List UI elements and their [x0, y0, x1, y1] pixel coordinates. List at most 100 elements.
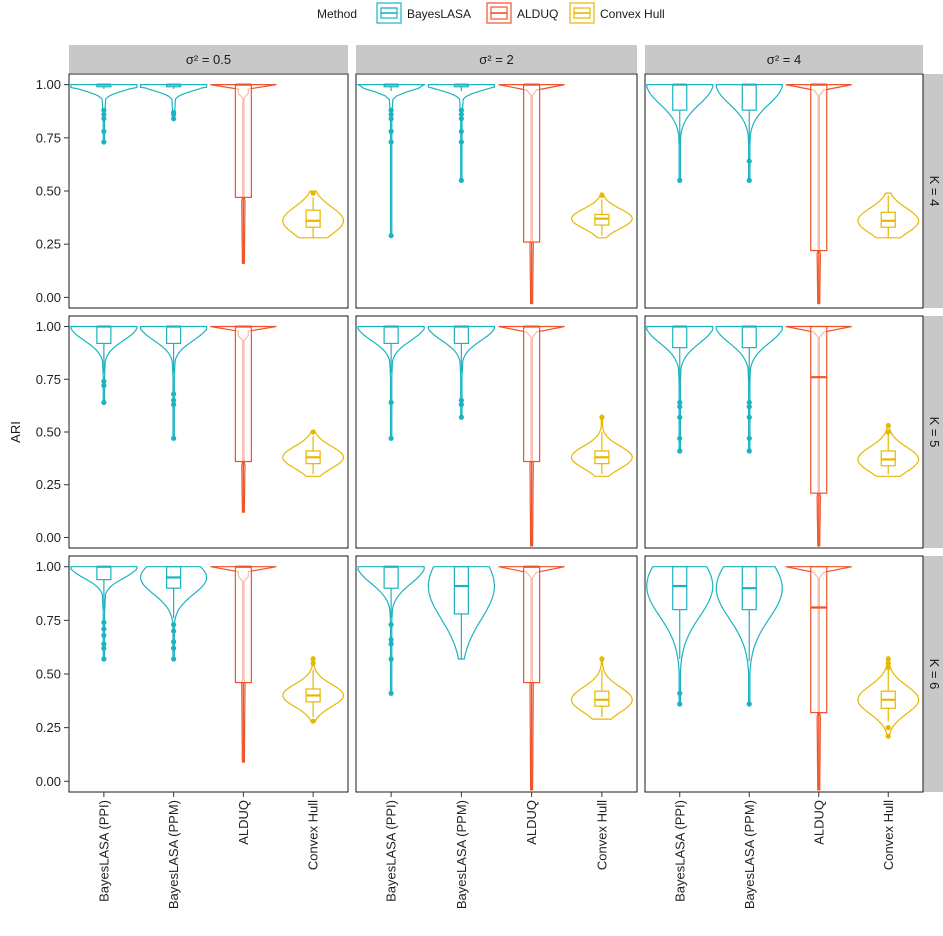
- panel-r3-c1: [68, 555, 349, 793]
- y-axis-row-2: 0.00 0.25 0.50 0.75 1.00: [36, 319, 69, 545]
- box-bayeslasa-ppm: [166, 325, 182, 345]
- outlier-point: [101, 116, 107, 122]
- outlier-point: [388, 637, 394, 643]
- legend-entry-bayeslasa: BayesLASA: [376, 2, 471, 24]
- panel-r2-c2: [355, 315, 638, 549]
- series-convex-hull: [857, 192, 920, 239]
- series-convex-hull: [570, 192, 633, 239]
- x-axis-col-3: BayesLASA (PPI) BayesLASA (PPM) ALDUQ Conve…: [672, 792, 896, 909]
- outlier-point: [310, 660, 316, 666]
- series-bayeslasa-ppm: [427, 325, 495, 420]
- row-strip-3: K = 6: [923, 556, 943, 792]
- y-tick-label: 0.50: [36, 667, 61, 682]
- x-tick-label: Convex Hull: [594, 800, 609, 870]
- violin-bayeslasa-ppi: [70, 84, 138, 143]
- x-tick-label: ALDUQ: [236, 800, 251, 845]
- outlier-point: [746, 399, 752, 406]
- outlier-point: [101, 626, 107, 632]
- series-bayeslasa-ppm: [140, 83, 208, 122]
- box-alduq: [810, 84, 828, 252]
- outlier-point: [101, 399, 107, 406]
- outlier-point: [677, 414, 683, 420]
- outlier-point: [101, 378, 107, 384]
- y-tick-label: 1.00: [36, 77, 61, 92]
- outlier-point: [677, 701, 683, 707]
- outlier-point: [458, 139, 464, 145]
- outlier-point: [101, 128, 107, 135]
- violin-bayeslasa-ppm: [715, 566, 783, 705]
- y-axis-row-3: 0.00 0.25 0.50 0.75 1.00: [36, 559, 69, 789]
- x-tick-label: ALDUQ: [811, 800, 826, 845]
- y-tick-label: 0.00: [36, 530, 61, 545]
- series-alduq: [210, 325, 277, 513]
- y-tick-label: 0.50: [36, 425, 61, 440]
- box-bayeslasa-ppm: [741, 325, 757, 349]
- outlier-point: [101, 632, 107, 638]
- series-bayeslasa-ppi: [646, 83, 714, 183]
- series-bayeslasa-ppm: [427, 83, 495, 183]
- outlier-point: [599, 656, 605, 662]
- outlier-point: [885, 664, 891, 671]
- outlier-point: [310, 656, 316, 662]
- box-alduq: [234, 84, 252, 198]
- row-strip-1: K = 4: [923, 74, 943, 308]
- series-alduq: [210, 565, 277, 763]
- outlier-point: [746, 414, 752, 420]
- violin-bayeslasa-ppm: [427, 325, 495, 418]
- outlier-point: [388, 233, 394, 239]
- outlier-point: [885, 725, 891, 731]
- outlier-point: [101, 383, 107, 389]
- series-bayeslasa-ppi: [70, 83, 138, 145]
- outlier-point: [388, 435, 394, 441]
- violin-bayeslasa-ppm: [427, 566, 495, 660]
- violin-convex-hull: [282, 190, 345, 239]
- box-bayeslasa-ppi: [96, 325, 112, 345]
- legend-key-convex-hull: [569, 2, 595, 24]
- violin-bayeslasa-ppi: [646, 566, 714, 705]
- outlier-point: [458, 414, 464, 420]
- box-alduq: [523, 566, 541, 684]
- outlier-point: [388, 107, 394, 113]
- panel-frame: [644, 315, 924, 549]
- legend-label-bayeslasa: BayesLASA: [407, 7, 471, 21]
- outlier-point: [885, 423, 891, 429]
- legend-entry-alduq: ALDUQ: [486, 2, 558, 24]
- series-alduq: [210, 83, 277, 264]
- legend-title: Method: [317, 7, 357, 21]
- box-alduq: [810, 566, 828, 714]
- panel-frame: [355, 315, 638, 549]
- row-strip-2: K = 5: [923, 316, 943, 548]
- y-axes: 0.00 0.25 0.50 0.75 1.00 0.00 0.25 0.50 0.75 1.00…: [36, 77, 69, 789]
- series-bayeslasa-ppm: [140, 325, 208, 441]
- outlier-point: [388, 116, 394, 122]
- outlier-point: [885, 429, 891, 435]
- outlier-point: [458, 107, 464, 113]
- series-bayeslasa-ppi: [357, 325, 425, 441]
- box-bayeslasa-ppi: [96, 566, 112, 581]
- y-axis-row-1: 0.00 0.25 0.50 0.75 1.00: [36, 77, 69, 305]
- legend: Method BayesLASA ALDUQ Co: [317, 2, 665, 24]
- outlier-point: [388, 656, 394, 662]
- box-alduq: [523, 84, 541, 243]
- outlier-point: [458, 401, 464, 408]
- violin-bayeslasa-ppi: [357, 566, 425, 694]
- outlier-point: [310, 718, 316, 724]
- y-tick-label: 0.75: [36, 372, 61, 387]
- x-axis-col-2: BayesLASA (PPI) BayesLASA (PPM) ALDUQ Conve…: [384, 792, 609, 909]
- y-tick-label: 0.00: [36, 774, 61, 789]
- legend-entry-convex-hull: Convex Hull: [569, 2, 665, 24]
- series-bayeslasa-ppm: [715, 566, 783, 707]
- violin-bayeslasa-ppm: [140, 84, 208, 120]
- outlier-point: [388, 111, 394, 118]
- panel-r3-c3: [644, 555, 924, 793]
- box-bayeslasa-ppi: [383, 566, 399, 589]
- col-strip-1: σ² = 0.5: [69, 45, 348, 73]
- outlier-point: [677, 404, 683, 410]
- series-bayeslasa-ppm: [715, 325, 783, 454]
- outlier-point: [101, 107, 107, 113]
- outlier-point: [171, 116, 177, 122]
- panel-r1-c1: [68, 73, 349, 309]
- outlier-point: [101, 619, 107, 626]
- outlier-point: [458, 111, 464, 118]
- outlier-point: [677, 435, 683, 441]
